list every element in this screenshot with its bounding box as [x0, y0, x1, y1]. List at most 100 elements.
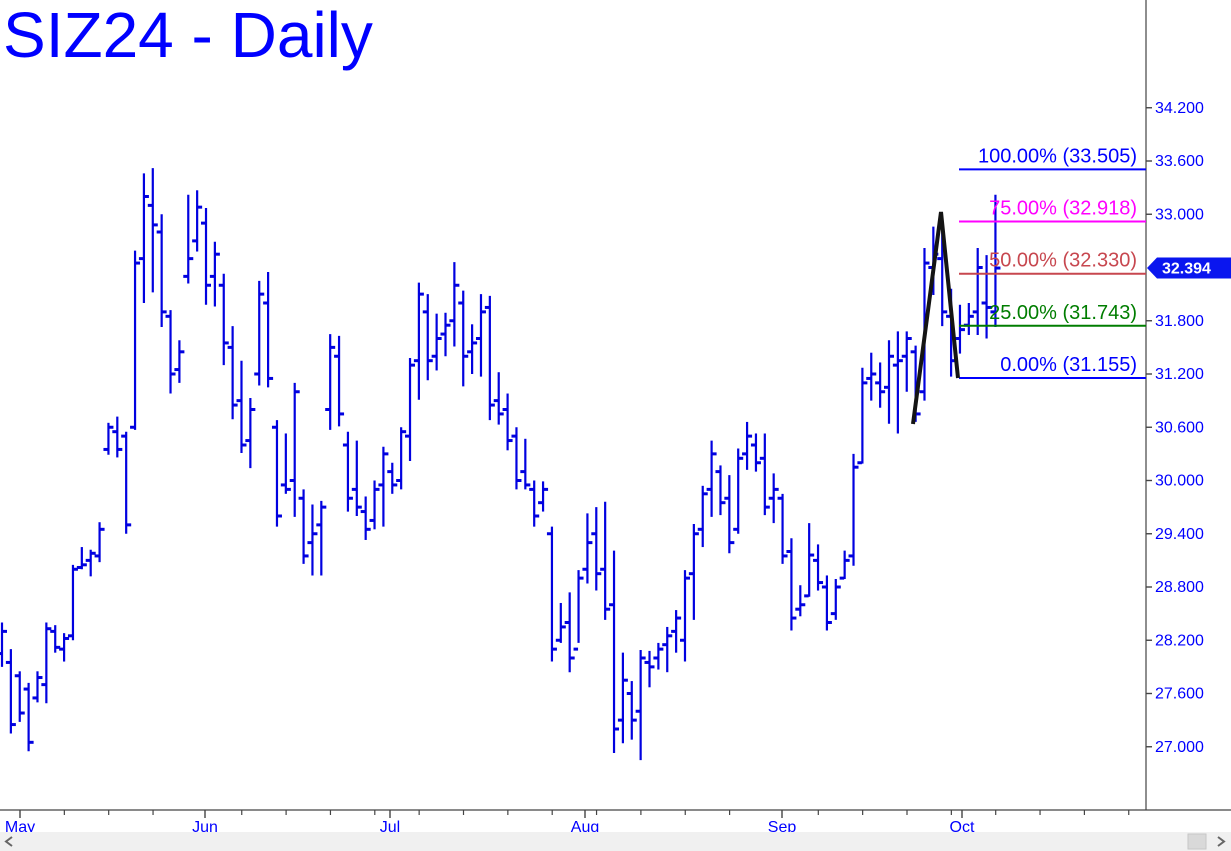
fib-level-label[interactable]: 25.00% (31.743): [989, 302, 1137, 324]
chevron-right-icon[interactable]: [1217, 836, 1226, 847]
price-bar: [830, 579, 841, 620]
price-bar: [342, 431, 353, 512]
price-bar: [582, 513, 593, 584]
price-bar: [431, 313, 442, 371]
price-bar: [209, 241, 220, 307]
price-bar: [484, 295, 495, 421]
price-bar: [795, 585, 806, 617]
price-tick-label: 33.000: [1155, 206, 1204, 223]
price-bar: [813, 544, 824, 591]
price-bar: [165, 310, 176, 394]
price-bar: [697, 485, 708, 548]
month-label: Oct: [950, 819, 975, 836]
price-bar: [493, 372, 504, 425]
price-bar: [41, 622, 52, 704]
price-bar: [218, 273, 229, 366]
price-bar: [458, 290, 469, 387]
price-bar: [626, 681, 637, 740]
price-bar: [555, 602, 566, 643]
price-bar: [688, 523, 699, 620]
price-bar: [5, 649, 16, 734]
price-bar: [617, 652, 628, 744]
price-bar: [804, 523, 815, 598]
price-bar: [405, 358, 416, 461]
fib-level-label[interactable]: 75.00% (32.918): [989, 198, 1137, 220]
price-bar: [263, 271, 274, 388]
price-bar: [130, 250, 141, 430]
price-tick-label: 28.200: [1155, 632, 1204, 649]
price-bar: [679, 570, 690, 662]
price-bar: [59, 633, 70, 662]
month-label: Sep: [768, 819, 797, 836]
price-bar: [609, 550, 620, 753]
price-bar: [14, 671, 25, 722]
price-tick-label: 31.200: [1155, 366, 1204, 383]
price-bar: [467, 324, 478, 374]
price-bar: [963, 303, 974, 335]
price-bar: [901, 331, 912, 392]
price-bar: [112, 416, 123, 458]
price-bar: [724, 475, 735, 554]
price-bar: [387, 462, 398, 494]
price-tick-label: 27.000: [1155, 739, 1204, 756]
price-bar: [892, 331, 903, 434]
price-bar: [245, 397, 256, 469]
price-bar: [0, 622, 7, 667]
last-price-tag: [1147, 257, 1231, 279]
price-bar: [653, 642, 664, 670]
ohlc-bars: [0, 168, 1001, 761]
chevron-left-icon[interactable]: [4, 836, 13, 847]
price-bar: [254, 280, 265, 386]
price-bar: [271, 420, 282, 527]
price-bar: [662, 626, 673, 673]
price-bar: [511, 427, 522, 490]
price-bar: [529, 480, 540, 527]
price-bar: [121, 431, 132, 534]
price-bar: [201, 208, 212, 305]
price-bar: [360, 496, 371, 540]
price-bar: [396, 427, 407, 490]
scrollbar-thumb[interactable]: [1187, 833, 1207, 850]
fib-level-label[interactable]: 0.00% (31.155): [1000, 354, 1137, 376]
price-bar: [786, 538, 797, 631]
price-tick-label: 30.000: [1155, 473, 1204, 490]
price-bar: [706, 440, 717, 517]
price-bar: [413, 282, 424, 400]
price-tick-label: 27.600: [1155, 686, 1204, 703]
price-bar: [644, 650, 655, 688]
month-label: May: [5, 819, 35, 836]
horizontal-scrollbar-track[interactable]: [0, 832, 1231, 851]
price-bar: [502, 393, 513, 451]
price-bar: [573, 570, 584, 651]
price-bar: [449, 262, 460, 347]
fib-level-label[interactable]: 100.00% (33.505): [978, 145, 1137, 167]
price-bar: [227, 326, 238, 420]
price-bar: [990, 194, 1001, 327]
price-bar: [475, 294, 486, 377]
price-bar: [334, 335, 345, 427]
price-bar: [671, 610, 682, 653]
price-bar: [715, 465, 726, 516]
price-bar: [85, 549, 96, 577]
price-bar: [546, 526, 557, 662]
price-bar: [635, 650, 646, 761]
price-tick-label: 34.200: [1155, 100, 1204, 117]
price-bar: [972, 247, 983, 335]
price-bar: [750, 433, 761, 472]
fib-level-label[interactable]: 50.00% (32.330): [989, 250, 1137, 272]
price-bar: [32, 671, 43, 703]
month-label: Jun: [192, 819, 218, 836]
price-bar: [174, 340, 185, 383]
price-bar: [777, 493, 788, 564]
zigzag-annotation[interactable]: [911, 211, 960, 425]
price-bar: [422, 294, 433, 381]
price-bar: [147, 168, 158, 293]
price-bar: [857, 367, 868, 465]
price-bar: [103, 422, 114, 455]
price-bar: [316, 500, 327, 576]
price-bar: [156, 214, 167, 327]
price-bar: [67, 564, 78, 641]
price-bar: [307, 504, 318, 576]
